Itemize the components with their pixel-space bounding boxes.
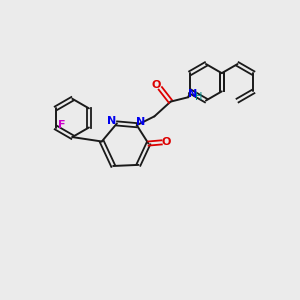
Text: N: N <box>107 116 116 126</box>
Text: F: F <box>58 120 66 130</box>
Text: O: O <box>151 80 160 90</box>
Text: H: H <box>195 92 202 102</box>
Text: N: N <box>188 89 197 99</box>
Text: O: O <box>162 137 171 147</box>
Text: N: N <box>136 117 145 127</box>
